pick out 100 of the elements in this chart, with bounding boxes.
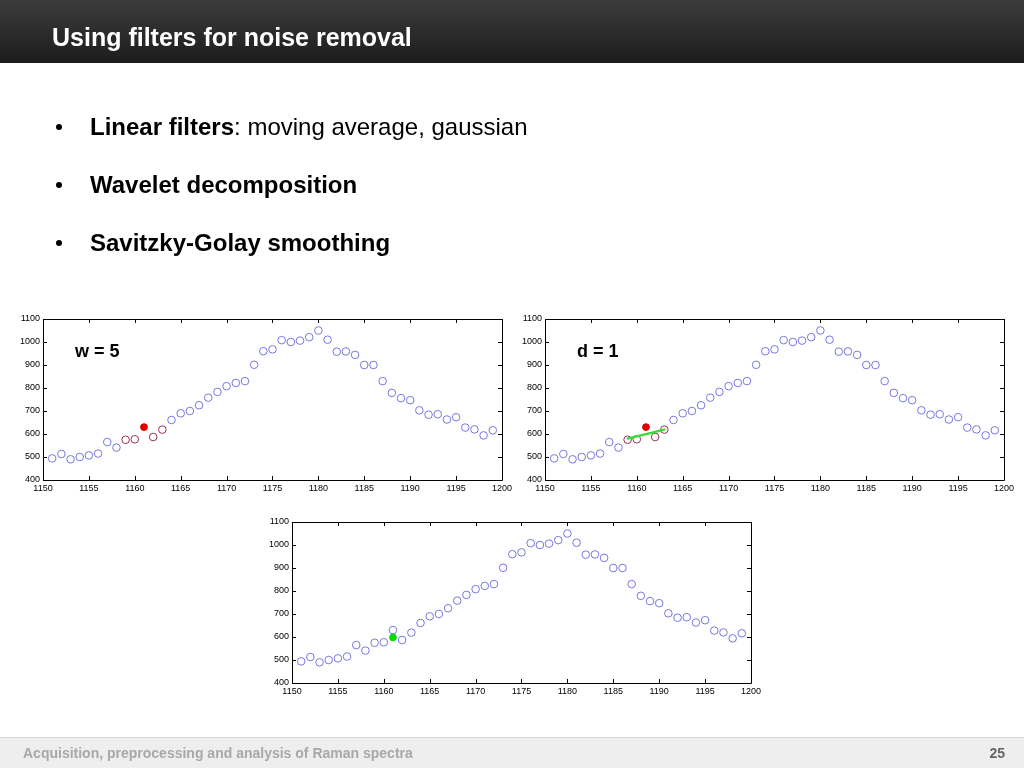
point xyxy=(618,563,627,573)
point xyxy=(167,415,176,425)
point xyxy=(544,539,554,548)
point xyxy=(460,423,470,432)
point xyxy=(396,393,406,403)
point xyxy=(770,345,779,354)
point xyxy=(549,454,559,463)
x-tick-label: 1195 xyxy=(446,482,466,493)
x-tick-label: 1165 xyxy=(171,482,191,493)
point xyxy=(470,425,479,434)
point xyxy=(405,395,415,405)
point xyxy=(559,449,568,459)
point xyxy=(733,378,743,388)
x-tick-label: 1180 xyxy=(557,685,578,696)
point xyxy=(424,410,433,419)
y-tick-label: 900 xyxy=(273,562,289,573)
y-tick-label: 500 xyxy=(273,654,289,665)
point xyxy=(880,376,889,386)
point xyxy=(488,426,498,435)
y-tick-label: 400 xyxy=(24,474,40,485)
point xyxy=(379,637,389,647)
point xyxy=(572,538,581,547)
y-tick-label: 500 xyxy=(526,451,542,462)
x-tick-label: 1175 xyxy=(262,482,283,493)
point xyxy=(351,640,361,650)
y-tick-label: 800 xyxy=(24,382,40,393)
y-tick-label: 1100 xyxy=(20,313,40,324)
point xyxy=(479,431,488,440)
y-tick-label: 1100 xyxy=(522,313,542,324)
point xyxy=(306,652,315,662)
x-tick-label: 1185 xyxy=(603,685,623,696)
point xyxy=(779,335,788,345)
point xyxy=(332,347,342,356)
point xyxy=(249,360,259,370)
point xyxy=(563,529,572,538)
y-tick-label: 900 xyxy=(526,359,542,370)
x-tick-label: 1195 xyxy=(948,482,968,493)
point xyxy=(715,387,724,397)
point xyxy=(907,395,917,405)
point xyxy=(834,347,844,356)
y-tick-label: 700 xyxy=(24,405,40,416)
point xyxy=(387,388,397,398)
point xyxy=(861,360,871,370)
text: Savitzky-Golay smoothing xyxy=(90,229,391,256)
point xyxy=(194,400,204,410)
point xyxy=(259,346,268,356)
point xyxy=(342,652,352,661)
point xyxy=(816,326,825,335)
point xyxy=(112,443,121,452)
x-tick-label: 1165 xyxy=(673,482,693,493)
point xyxy=(277,335,286,345)
point xyxy=(304,332,314,342)
annotation: w = 5 xyxy=(74,340,120,361)
point xyxy=(660,425,669,434)
point xyxy=(240,376,250,386)
x-tick-label: 1160 xyxy=(627,482,647,493)
x-tick-label: 1180 xyxy=(308,482,329,493)
point xyxy=(158,425,167,434)
x-tick-label: 1195 xyxy=(695,685,715,696)
y-tick-label: 600 xyxy=(526,428,542,439)
point xyxy=(972,425,981,434)
y-tick-label: 1000 xyxy=(521,336,542,347)
x-tick-label: 1150 xyxy=(282,685,302,696)
point xyxy=(917,406,926,415)
point xyxy=(806,332,816,342)
point xyxy=(595,449,605,458)
point xyxy=(489,579,499,589)
x-tick-label: 1180 xyxy=(810,482,831,493)
point xyxy=(586,451,596,460)
x-tick-label: 1160 xyxy=(125,482,145,493)
point xyxy=(724,381,733,391)
y-tick-label: 800 xyxy=(526,382,542,393)
point xyxy=(416,618,425,628)
point xyxy=(359,360,369,370)
y-tick-label: 500 xyxy=(24,451,40,462)
point xyxy=(691,618,701,627)
point xyxy=(728,634,737,643)
point xyxy=(990,426,1000,435)
point xyxy=(341,347,351,356)
point xyxy=(642,423,650,431)
x-tick-label: 1190 xyxy=(400,482,420,493)
point xyxy=(669,415,678,425)
point xyxy=(871,360,880,370)
point xyxy=(415,406,424,415)
point xyxy=(553,535,563,545)
y-tick-label: 600 xyxy=(24,428,40,439)
point xyxy=(389,633,397,642)
x-tick-label: 1155 xyxy=(328,685,348,696)
point xyxy=(577,452,587,462)
point xyxy=(825,335,834,344)
point xyxy=(599,553,609,563)
point xyxy=(185,406,195,416)
x-tick-label: 1150 xyxy=(535,482,555,493)
point xyxy=(324,655,334,665)
point xyxy=(568,455,577,464)
y-tick-label: 400 xyxy=(273,677,289,688)
point xyxy=(590,550,600,559)
point xyxy=(623,435,632,445)
point xyxy=(452,596,462,605)
y-tick-label: 600 xyxy=(273,631,289,642)
